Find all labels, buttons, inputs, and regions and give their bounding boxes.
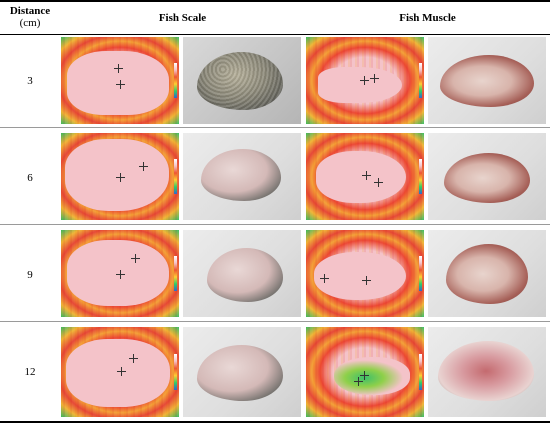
row-distance: 6 [0,172,60,184]
header-fish-muscle: Fish Muscle [305,12,550,24]
crosshair-icon [114,64,123,73]
fish-photo [428,230,546,317]
color-scale [174,159,177,194]
color-scale [174,256,177,291]
color-scale [174,63,177,98]
row-divider [0,127,550,128]
fish-photo [428,327,546,417]
row-distance: 9 [0,269,60,281]
crosshair-icon [370,74,379,83]
thermal-image [306,37,424,124]
thermal-image [61,230,179,317]
thermal-image [306,133,424,220]
row-divider [0,224,550,225]
crosshair-icon [117,367,126,376]
crosshair-icon [362,171,371,180]
header-fish-scale: Fish Scale [60,12,305,24]
row-divider [0,321,550,322]
header-distance: Distance (cm) [0,5,60,29]
color-scale [174,354,177,390]
row-distance: 12 [0,366,60,378]
color-scale [419,354,422,390]
header-rule [0,34,550,35]
crosshair-icon [129,354,138,363]
crosshair-icon [360,76,369,85]
crosshair-icon [374,178,383,187]
thermal-image [61,37,179,124]
color-scale [419,159,422,194]
thermal-image [306,327,424,417]
table-bottom-rule [0,421,550,423]
crosshair-icon [320,274,329,283]
crosshair-icon [139,162,148,171]
fish-photo [183,327,301,417]
crosshair-icon [116,80,125,89]
crosshair-icon [116,173,125,182]
header-distance-unit: (cm) [0,17,60,29]
fish-photo [183,230,301,317]
fish-photo [428,133,546,220]
crosshair-icon [131,254,140,263]
crosshair-icon [362,276,371,285]
crosshair-icon [116,270,125,279]
color-scale [419,256,422,291]
fish-photo [183,133,301,220]
fish-photo [183,37,301,124]
thermal-image [61,133,179,220]
table-top-rule [0,0,550,2]
row-distance: 3 [0,75,60,87]
header-distance-label: Distance [0,5,60,17]
thermal-image [306,230,424,317]
color-scale [419,63,422,98]
thermal-image [61,327,179,417]
crosshair-icon [360,371,369,380]
fish-photo [428,37,546,124]
